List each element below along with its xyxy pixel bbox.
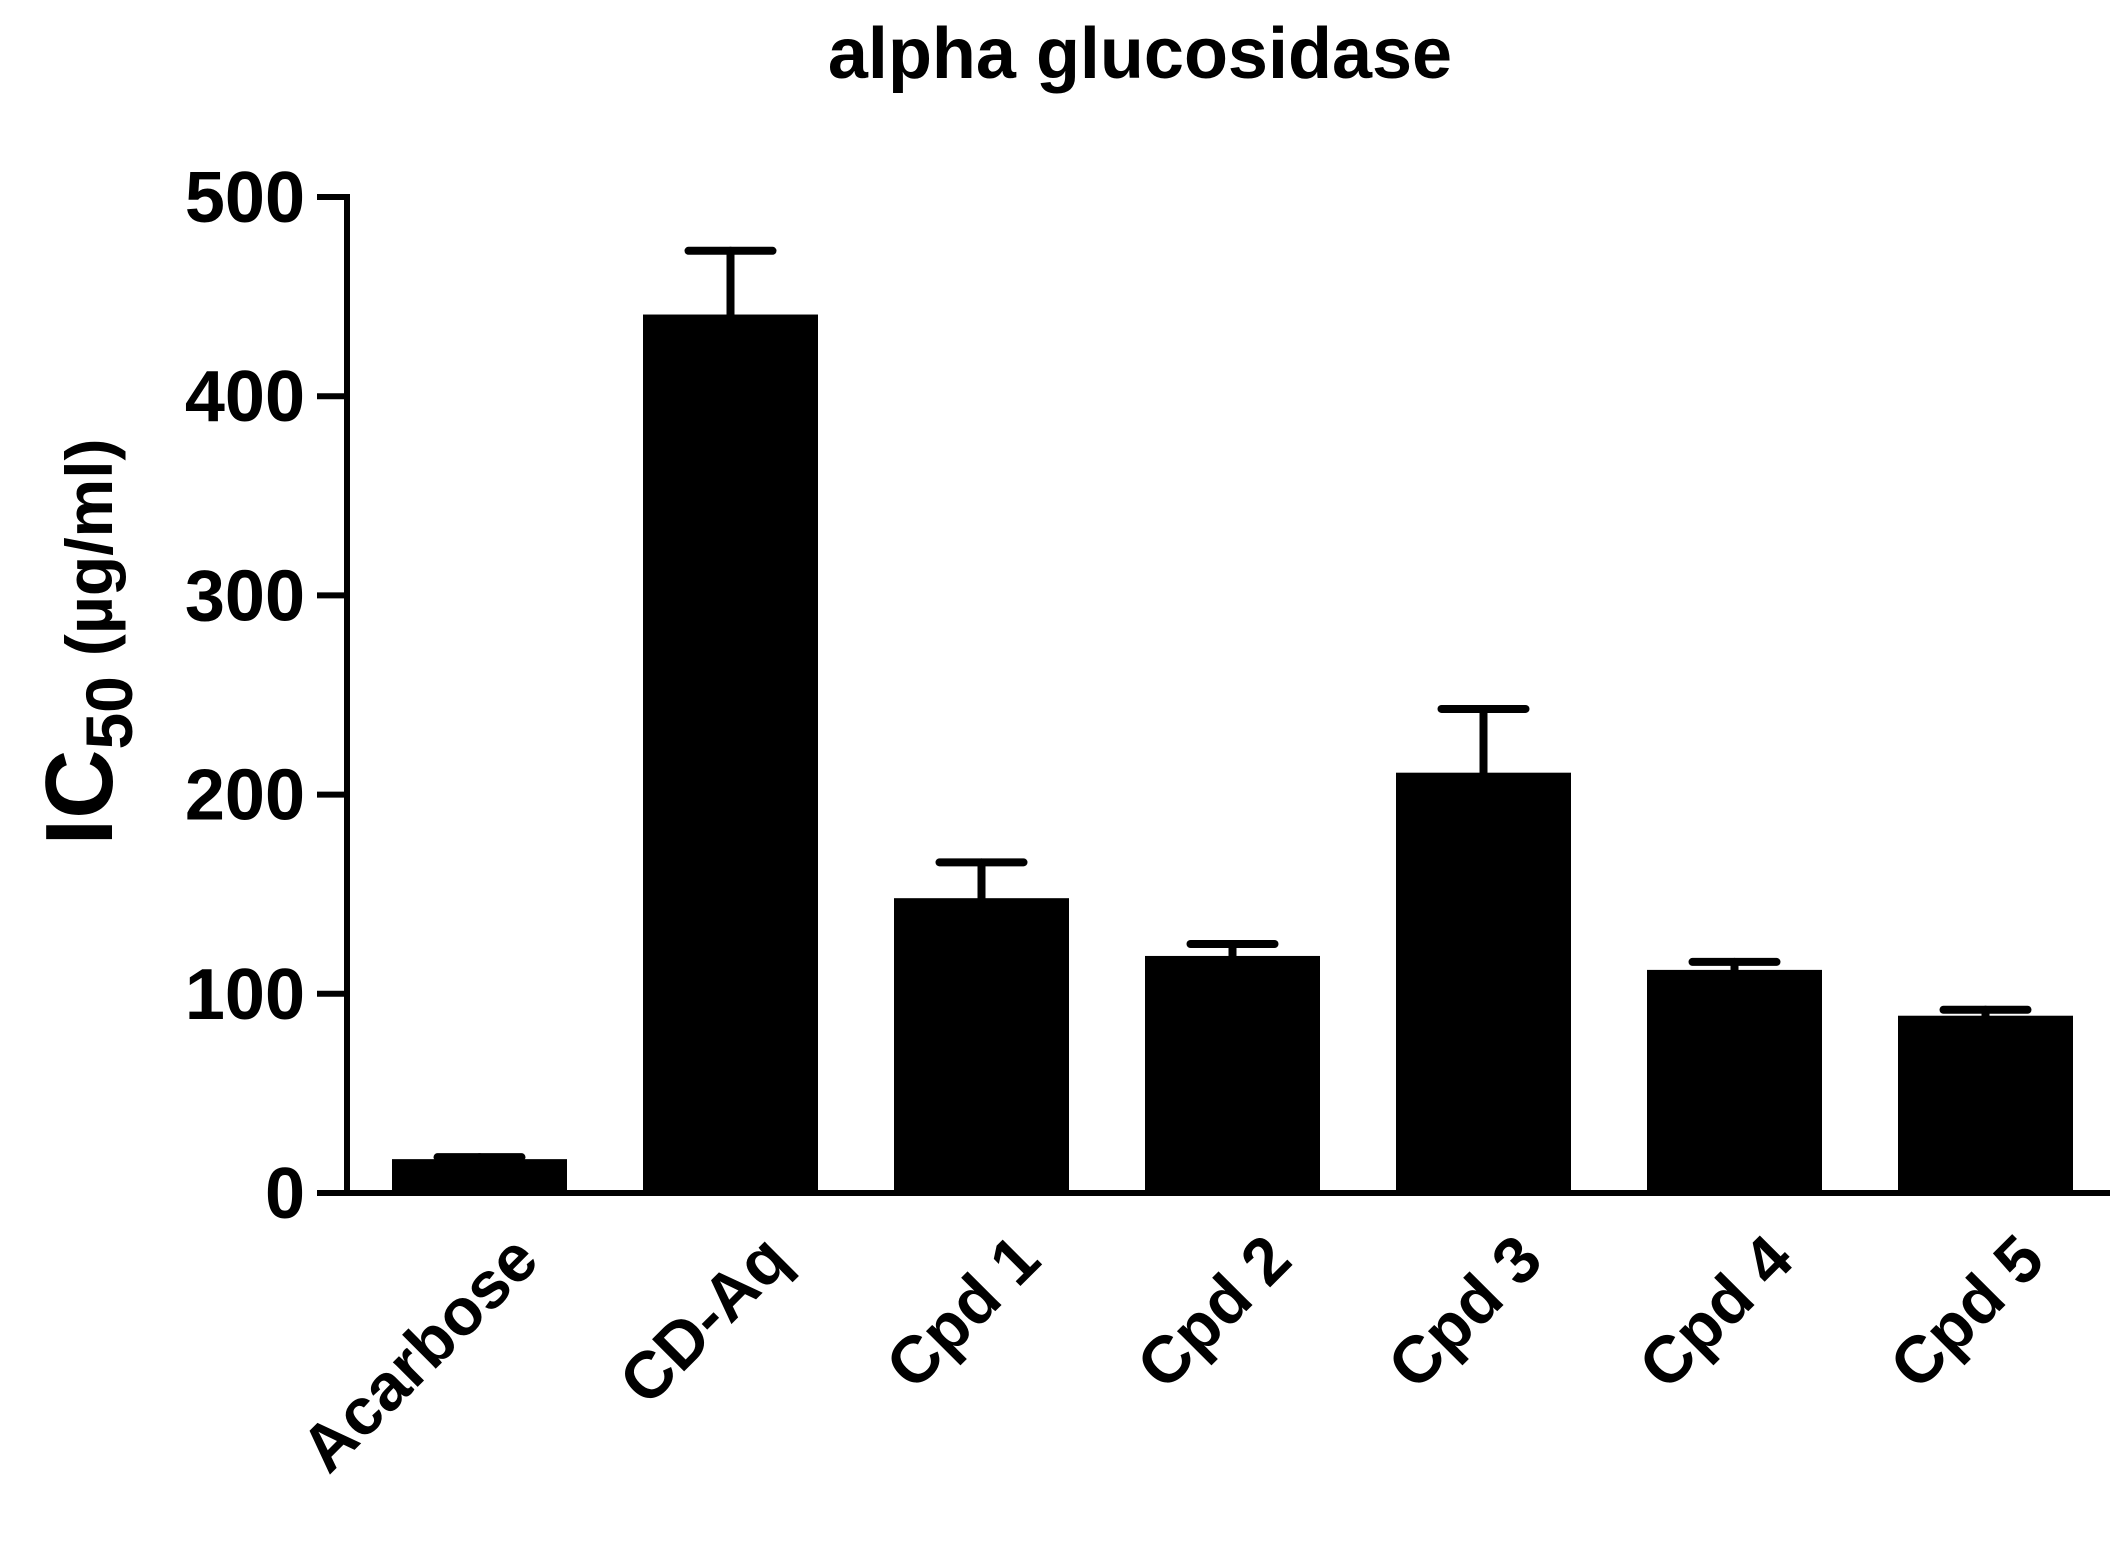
y-axis-label-unit: (µg/ml) — [52, 438, 126, 656]
y-tick-label: 400 — [185, 357, 305, 437]
y-axis-ticks: 0 100 200 300 400 500 — [185, 158, 347, 1234]
x-category-label: Cpd 1 — [871, 1221, 1053, 1403]
y-tick-label: 500 — [185, 158, 305, 238]
x-axis-labels: Acarbose CD-Aq Cpd 1 Cpd 2 Cpd 3 Cpd 4 Cpd 5 — [286, 1220, 2057, 1485]
y-tick-label: 200 — [185, 756, 305, 836]
svg-text:IC50(µg/ml): IC50 (µg/ml) — [26, 438, 146, 845]
y-tick-label: 300 — [185, 556, 305, 636]
bar-cpd-2 — [1145, 955, 1320, 1193]
chart-title: alpha glucosidase — [828, 14, 1452, 94]
x-category-label: Cpd 3 — [1373, 1221, 1555, 1403]
y-axis-label-subscript: 50 — [72, 676, 146, 749]
bar-cpd-3 — [1396, 772, 1571, 1193]
x-category-label: Cpd 4 — [1624, 1220, 1806, 1402]
x-category-label: Cpd 2 — [1122, 1221, 1304, 1403]
bar-cpd-4 — [1647, 969, 1822, 1193]
bar-cpd-1 — [894, 898, 1069, 1193]
error-bars — [433, 246, 2032, 1164]
y-axis-label-main: IC — [26, 750, 133, 846]
y-tick-label: 100 — [185, 955, 305, 1035]
bars — [392, 314, 2073, 1193]
y-axis-label: IC50 (µg/ml) — [26, 438, 146, 845]
x-category-label: Acarbose — [286, 1221, 551, 1486]
x-category-label: CD-Aq — [605, 1221, 802, 1418]
bar-acarbose — [392, 1159, 567, 1193]
x-category-label: Cpd 5 — [1875, 1221, 2057, 1403]
bar-cd-aq — [643, 314, 818, 1193]
y-tick-label: 0 — [265, 1154, 305, 1234]
bar-cpd-5 — [1898, 1015, 2073, 1193]
